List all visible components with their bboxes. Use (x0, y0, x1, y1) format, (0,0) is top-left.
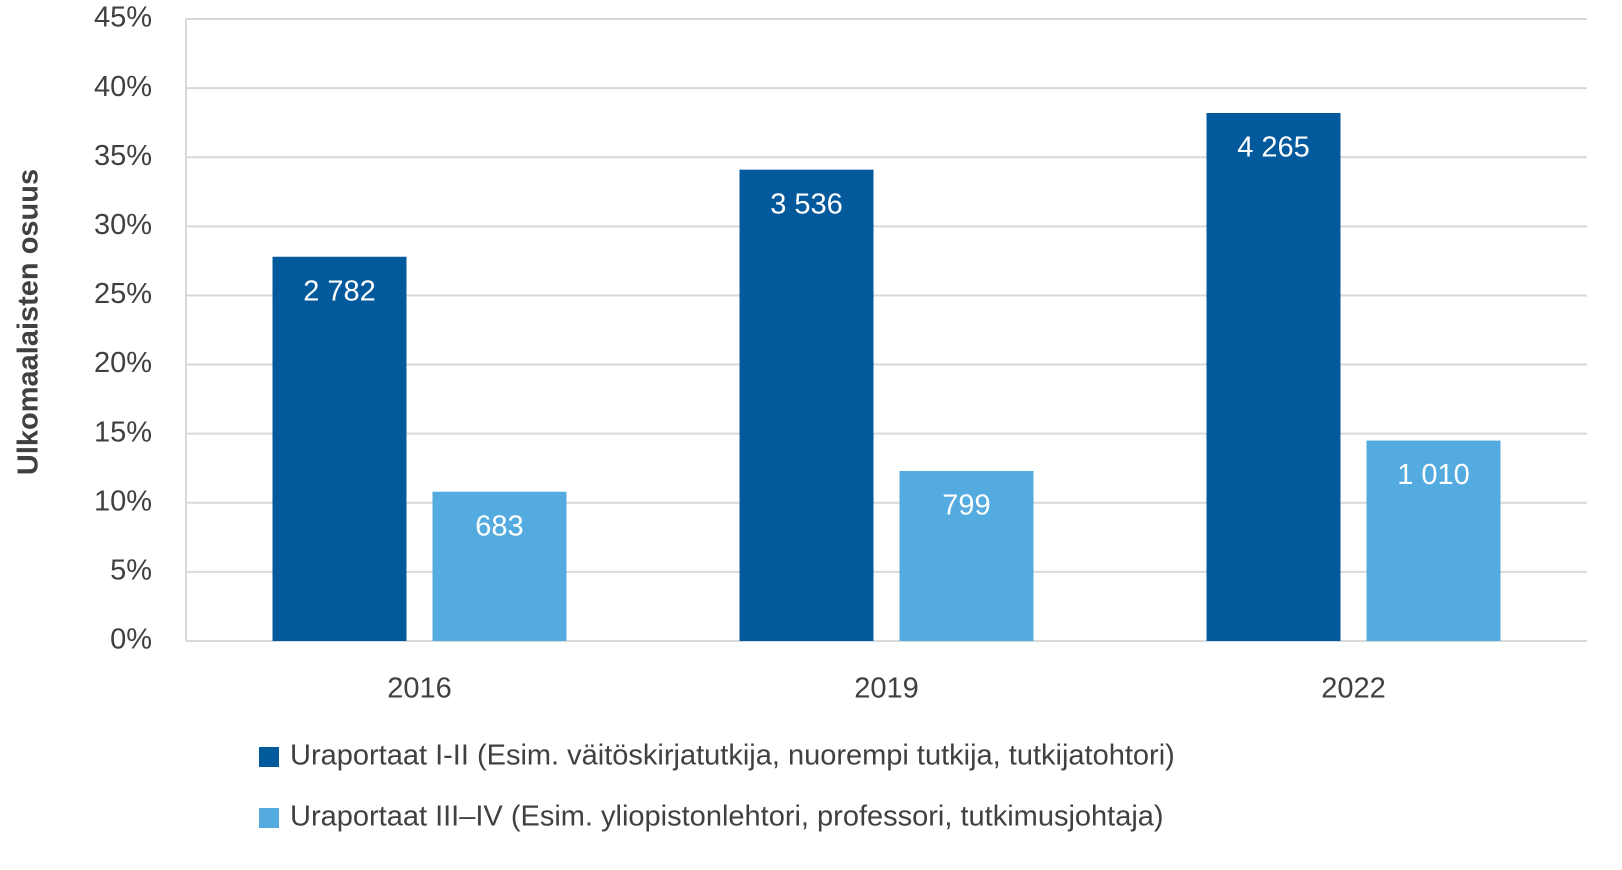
data-label: 3 536 (770, 188, 843, 220)
data-label: 1 010 (1397, 459, 1470, 491)
bar (1366, 440, 1501, 641)
y-tick-label: 45% (94, 2, 152, 34)
bar (1206, 112, 1341, 642)
bar (432, 491, 567, 641)
data-label: 683 (475, 510, 523, 542)
y-axis-label: Ulkomaalaisten osuus (13, 169, 45, 475)
y-tick-label: 5% (110, 555, 152, 587)
data-label: 2 782 (303, 275, 376, 307)
x-tick-label: 2019 (854, 673, 919, 705)
y-tick-label: 0% (110, 624, 152, 656)
y-tick-label: 15% (94, 416, 152, 448)
legend-swatch (259, 747, 279, 767)
bar (899, 470, 1034, 641)
legend-swatch (259, 808, 279, 828)
data-label: 799 (942, 490, 990, 522)
y-tick-label: 35% (94, 140, 152, 172)
legend-label: Uraportaat III–IV (Esim. yliopistonlehto… (290, 801, 1164, 833)
y-tick-label: 25% (94, 278, 152, 310)
y-tick-label: 10% (94, 485, 152, 517)
x-tick-label: 2022 (1321, 673, 1386, 705)
legend-label: Uraportaat I-II (Esim. väitöskirjatutkij… (290, 740, 1175, 772)
data-label: 4 265 (1237, 132, 1310, 164)
y-tick-label: 30% (94, 209, 152, 241)
y-tick-label: 20% (94, 347, 152, 379)
bar (272, 256, 407, 641)
x-tick-label: 2016 (387, 673, 452, 705)
y-tick-label: 40% (94, 71, 152, 103)
bar (739, 169, 874, 641)
